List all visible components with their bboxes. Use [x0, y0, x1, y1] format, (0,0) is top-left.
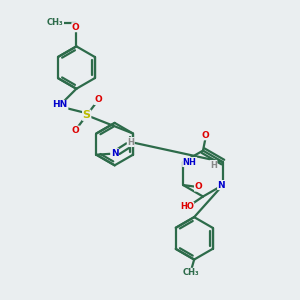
Text: N: N	[218, 181, 225, 190]
Text: O: O	[72, 126, 80, 135]
Text: O: O	[94, 95, 102, 104]
Text: H: H	[127, 137, 134, 146]
Text: CH₃: CH₃	[47, 18, 64, 27]
Text: O: O	[194, 182, 202, 191]
Text: NH: NH	[183, 158, 196, 166]
Text: O: O	[202, 131, 209, 140]
Text: HO: HO	[180, 202, 194, 211]
Text: O: O	[72, 23, 80, 32]
Text: CH₃: CH₃	[183, 268, 200, 277]
Text: S: S	[83, 110, 91, 120]
Text: HN: HN	[52, 100, 68, 109]
Text: N: N	[111, 149, 119, 158]
Text: H: H	[210, 160, 217, 169]
